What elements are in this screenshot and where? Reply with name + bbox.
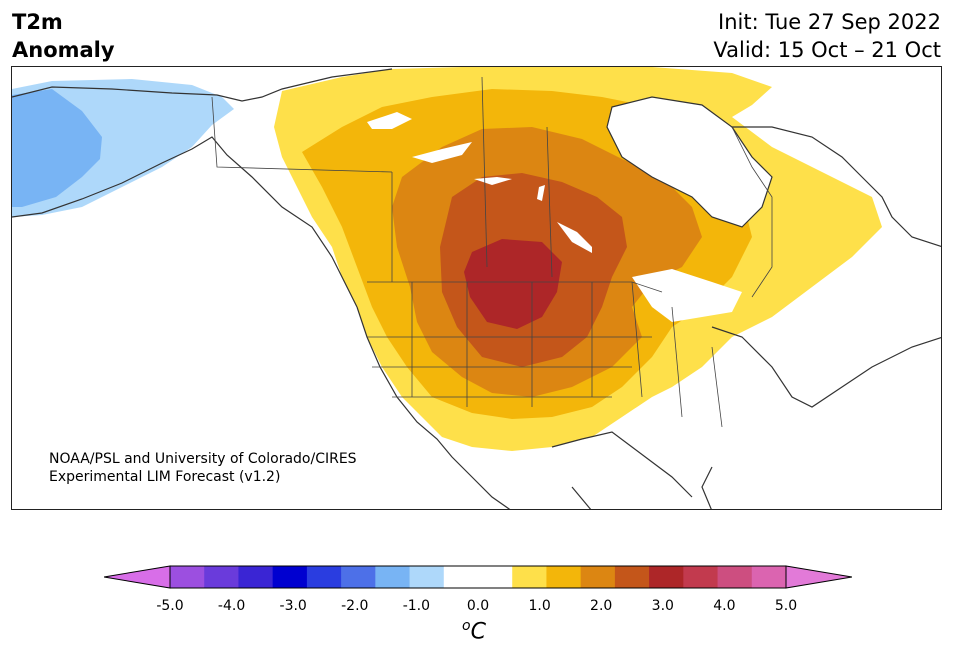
credit-line1: NOAA/PSL and University of Colorado/CIRE… [49,451,357,467]
colorbar-swatch [717,566,753,588]
colorbar-tick-label: 3.0 [651,598,674,614]
colorbar-swatch [443,566,479,588]
colorbar-tick-label: -4.0 [217,598,246,614]
title-variable: T2m [12,10,63,34]
colorbar-tick-label: 1.0 [528,598,551,614]
colorbar-swatch [478,566,513,588]
lake-great-slave [412,142,472,163]
colorbar-tick-label: -3.0 [279,598,307,614]
colorbar-swatch [341,566,376,588]
coastlines [12,68,941,509]
colorbar-swatch [306,566,342,588]
map-title: T2m Anomaly [12,8,115,64]
colorbar-tick-label: 2.0 [590,598,613,614]
lake-winnipeg [557,222,592,253]
colorbar-swatch [512,566,547,588]
title-type: Anomaly [12,38,115,62]
lake-great-bear [367,112,412,129]
colorbar-swatch [546,566,582,588]
colorbar-swatch [580,566,616,588]
lake-winnipegosis [537,185,545,201]
colorbar [104,565,852,589]
colorbar-tick-label: 0.0 [466,598,490,614]
colorbar-tick-label: -2.0 [341,598,369,614]
forecast-dates: Init: Tue 27 Sep 2022 Valid: 15 Oct – 21… [713,8,941,64]
colorbar-swatch [170,566,205,588]
colorbar-swatch [649,566,684,588]
lake-athabasca [474,177,512,185]
colorbar-swatch [409,566,445,588]
anomaly-region-neg-medium [12,89,102,207]
hudson-bay [607,97,772,227]
colorbar-swatch [683,566,719,588]
great-lakes [632,269,742,322]
colorbar-swatch [272,566,308,588]
colorbar-swatch [204,566,239,588]
colorbar-tick-label: -5.0 [156,598,184,614]
colorbar-unit: oC [462,618,486,644]
valid-date: Valid: 15 Oct – 21 Oct [713,38,941,62]
colorbar-extend-high [785,565,852,589]
init-date: Init: Tue 27 Sep 2022 [718,10,941,34]
political-borders [211,76,773,428]
colorbar-swatch [238,566,274,588]
colorbar-tick-label: 5.0 [774,598,798,614]
colorbar-swatch [614,566,650,588]
unit-celsius: C [470,619,486,645]
anomaly-map [11,66,942,510]
map-credit: NOAA/PSL and University of Colorado/CIRE… [49,450,357,486]
colorbar-tick-label: -1.0 [402,598,431,614]
unit-degree: o [462,618,471,634]
credit-line2: Experimental LIM Forecast (v1.2) [49,469,281,485]
colorbar-swatch [375,566,411,588]
colorbar-tick-label: 4.0 [713,598,736,614]
anomaly-region-pos-5 [464,239,562,329]
colorbar-swatch [751,566,787,588]
colorbar-outline [169,565,787,589]
map-canvas [12,67,941,509]
colorbar-extend-low [104,565,171,589]
